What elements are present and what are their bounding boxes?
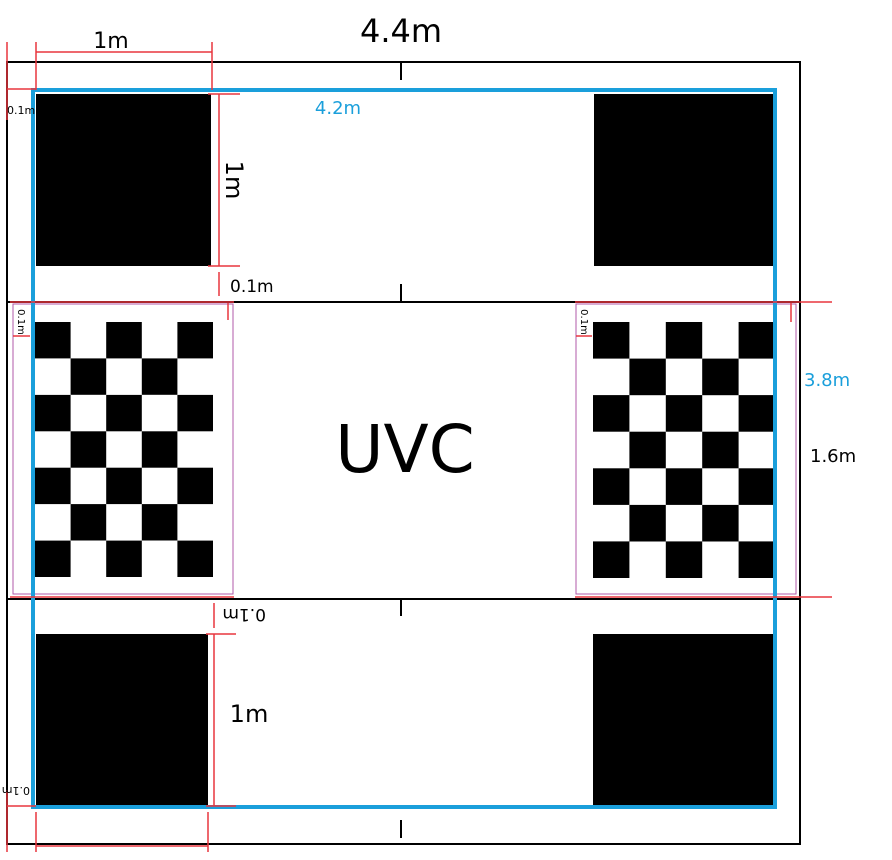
gap-top-label: 0.1m — [230, 277, 274, 297]
overall-width-label: 4.4m — [360, 12, 442, 50]
square-bottom-left — [36, 634, 208, 806]
checker-right-guide — [575, 303, 797, 595]
checker-cell — [738, 468, 775, 505]
gap-bottom-label: 0.1m — [222, 604, 266, 624]
square-bottom-height-label: 1m — [230, 700, 269, 728]
inner-frame — [31, 88, 777, 809]
checker-left-guide — [12, 303, 234, 595]
center-label: UVC — [335, 411, 475, 488]
checkerboard-left — [35, 322, 213, 577]
checker-cell — [702, 431, 739, 469]
checker-cell — [593, 322, 630, 359]
bottom-band-outline — [6, 598, 801, 845]
square-top-left — [36, 94, 211, 266]
checker-cell — [70, 358, 107, 395]
dimension-lines — [6, 42, 832, 852]
checker-cell — [665, 395, 703, 432]
checker-cell — [70, 431, 107, 468]
checker-cell — [106, 322, 142, 359]
checkerboard-right — [593, 322, 775, 578]
checker-cell — [141, 358, 178, 395]
square-top-right — [594, 94, 776, 266]
checker-cell — [177, 467, 213, 505]
edge-left-mid-label: 0.1m — [15, 309, 26, 335]
checker-cell — [665, 541, 703, 578]
inner-height-label: 3.8m — [804, 370, 850, 391]
checker-cell — [141, 431, 178, 468]
checker-cell — [106, 540, 142, 577]
edge-bottom-left-label: 0.1m — [2, 784, 30, 797]
checker-cell — [35, 540, 71, 577]
checker-cell — [665, 468, 703, 505]
checker-cell — [629, 431, 666, 469]
checker-cell — [35, 467, 71, 505]
square-bottom-right — [593, 634, 775, 806]
checker-cell — [629, 358, 666, 396]
square-top-height-label: 1m — [220, 161, 248, 200]
checker-cell — [70, 504, 107, 541]
checker-cell — [593, 395, 630, 432]
checker-cell — [177, 322, 213, 359]
checker-cell — [702, 358, 739, 396]
checker-cell — [738, 322, 775, 359]
checker-cell — [35, 394, 71, 432]
checker-cell — [106, 394, 142, 432]
checker-cell — [593, 541, 630, 578]
edge-top-left-label: 0.1m — [7, 104, 35, 117]
checker-cell — [177, 394, 213, 432]
checker-cell — [702, 504, 739, 542]
checker-cell — [106, 467, 142, 505]
checker-cell — [177, 540, 213, 577]
checker-cell — [141, 504, 178, 541]
checker-cell — [35, 322, 71, 359]
inner-width-label: 4.2m — [315, 98, 361, 119]
checker-cell — [665, 322, 703, 359]
square-top-width-label: 1m — [93, 29, 128, 54]
checker-cell — [629, 504, 666, 542]
checker-cell — [738, 541, 775, 578]
checker-cell — [593, 468, 630, 505]
edge-right-mid-label: 0.1m — [578, 309, 589, 335]
middle-band-height-label: 1.6m — [810, 446, 856, 467]
checker-cell — [738, 395, 775, 432]
